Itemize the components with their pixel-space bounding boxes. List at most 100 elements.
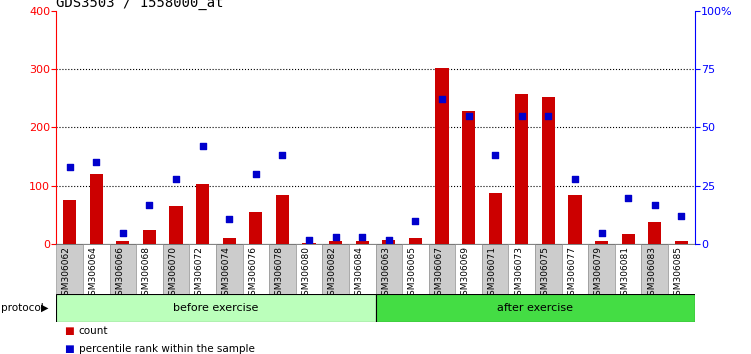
Text: GSM306080: GSM306080	[301, 246, 310, 301]
Bar	[376, 294, 695, 322]
Bar	[322, 244, 349, 294]
Bar	[562, 244, 588, 294]
Bar	[674, 241, 688, 244]
Text: GSM306064: GSM306064	[89, 246, 98, 301]
Bar	[296, 244, 322, 294]
Bar	[110, 244, 136, 294]
Bar	[355, 241, 369, 244]
Text: before exercise: before exercise	[173, 303, 258, 313]
Text: protocol: protocol	[1, 303, 47, 313]
Bar	[56, 294, 376, 322]
Bar	[349, 244, 376, 294]
Text: GSM306073: GSM306073	[514, 246, 523, 301]
Text: GSM306085: GSM306085	[674, 246, 683, 301]
Bar	[63, 200, 77, 244]
Text: GSM306062: GSM306062	[62, 246, 71, 301]
Point	[303, 237, 315, 242]
Point	[170, 176, 182, 182]
Point	[649, 202, 661, 207]
Bar	[189, 244, 216, 294]
Bar	[515, 93, 529, 244]
Bar	[595, 241, 608, 244]
Point	[596, 230, 608, 235]
Text: GSM306074: GSM306074	[222, 246, 231, 301]
Bar	[462, 111, 475, 244]
Text: GSM306067: GSM306067	[434, 246, 443, 301]
Point	[143, 202, 155, 207]
Point	[223, 216, 235, 221]
Bar	[276, 195, 289, 244]
Text: GSM306070: GSM306070	[168, 246, 177, 301]
Text: GSM306078: GSM306078	[275, 246, 284, 301]
Text: GSM306081: GSM306081	[620, 246, 629, 301]
Bar	[163, 244, 189, 294]
Bar	[303, 242, 315, 244]
Text: ▶: ▶	[41, 303, 49, 313]
Bar	[482, 244, 508, 294]
Text: count: count	[79, 326, 108, 336]
Point	[569, 176, 581, 182]
Text: GSM306072: GSM306072	[195, 246, 204, 301]
Point	[436, 97, 448, 102]
Text: GSM306069: GSM306069	[461, 246, 470, 301]
Bar	[56, 244, 83, 294]
Point	[383, 237, 395, 242]
Text: percentile rank within the sample: percentile rank within the sample	[79, 344, 255, 354]
Point	[330, 234, 342, 240]
Point	[64, 164, 76, 170]
Text: GSM306068: GSM306068	[142, 246, 151, 301]
Bar	[376, 244, 402, 294]
Bar	[588, 244, 615, 294]
Text: GSM306083: GSM306083	[647, 246, 656, 301]
Bar	[143, 230, 156, 244]
Bar	[89, 174, 103, 244]
Bar	[615, 244, 641, 294]
Bar	[535, 244, 562, 294]
Bar	[170, 206, 182, 244]
Text: GSM306079: GSM306079	[594, 246, 603, 301]
Bar	[409, 239, 422, 244]
Bar	[402, 244, 429, 294]
Bar	[116, 241, 129, 244]
Point	[675, 213, 687, 219]
Bar	[329, 241, 342, 244]
Point	[117, 230, 129, 235]
Text: GSM306076: GSM306076	[248, 246, 257, 301]
Text: GSM306077: GSM306077	[567, 246, 576, 301]
Point	[409, 218, 421, 224]
Point	[489, 153, 501, 158]
Text: GSM306066: GSM306066	[115, 246, 124, 301]
Point	[622, 195, 634, 200]
Bar	[196, 184, 210, 244]
Point	[276, 153, 288, 158]
Point	[90, 160, 102, 165]
Bar	[668, 244, 695, 294]
Bar	[641, 244, 668, 294]
Text: GDS3503 / 1558000_at: GDS3503 / 1558000_at	[56, 0, 224, 10]
Bar	[541, 97, 555, 244]
Text: GSM306063: GSM306063	[381, 246, 390, 301]
Bar	[429, 244, 455, 294]
Text: GSM306065: GSM306065	[408, 246, 417, 301]
Text: ■: ■	[64, 326, 74, 336]
Bar	[648, 222, 662, 244]
Point	[197, 143, 209, 149]
Point	[356, 234, 368, 240]
Text: GSM306082: GSM306082	[328, 246, 337, 301]
Bar	[216, 244, 243, 294]
Point	[463, 113, 475, 119]
Bar	[455, 244, 482, 294]
Bar	[622, 234, 635, 244]
Bar	[436, 68, 448, 244]
Bar	[249, 212, 262, 244]
Bar	[222, 239, 236, 244]
Text: GSM306084: GSM306084	[354, 246, 363, 301]
Bar	[489, 193, 502, 244]
Text: after exercise: after exercise	[497, 303, 573, 313]
Text: ■: ■	[64, 344, 74, 354]
Bar	[269, 244, 296, 294]
Bar	[136, 244, 163, 294]
Text: GSM306075: GSM306075	[541, 246, 550, 301]
Bar	[83, 244, 110, 294]
Point	[516, 113, 528, 119]
